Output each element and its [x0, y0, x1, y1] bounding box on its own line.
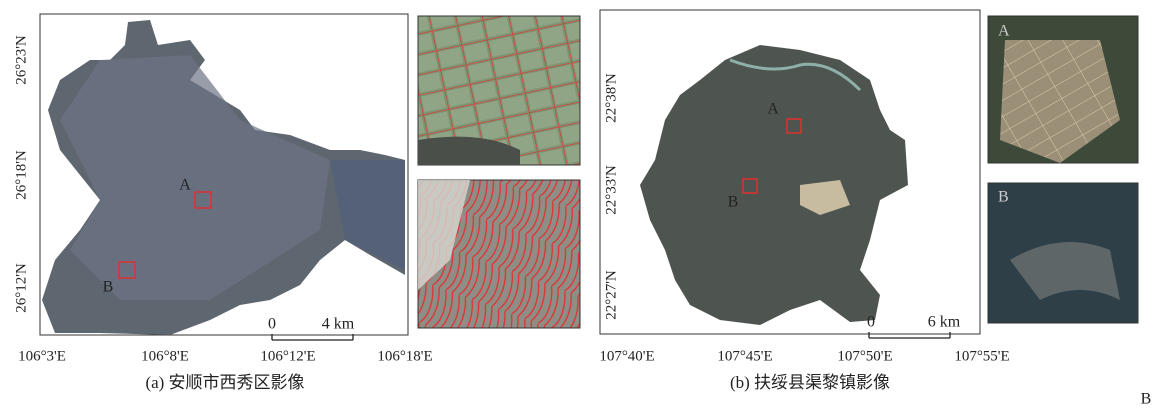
marker-label: B: [728, 194, 739, 211]
lon-label: 107°40'E: [599, 348, 654, 364]
lat-label: 22°38'N: [603, 73, 619, 123]
lon-label: 107°50'E: [837, 348, 892, 364]
scale-end: 6 km: [928, 314, 961, 331]
scale-end: 4 km: [322, 316, 355, 333]
marker-label: B: [103, 279, 114, 296]
lat-label: 22°27'N: [603, 270, 619, 320]
marker-label: A: [179, 177, 191, 194]
lon-label: 107°45'E: [717, 348, 772, 364]
lat-label: 22°33'N: [603, 165, 619, 215]
scale-start: 0: [268, 316, 276, 333]
lat-label: 26°12'N: [13, 263, 29, 313]
inset-label: B: [998, 189, 1009, 206]
lat-label: 26°18'N: [13, 150, 29, 200]
lon-label: 106°3'E: [18, 348, 66, 364]
caption: (b) 扶绥县渠黎镇影像: [730, 373, 890, 392]
lat-labels: 26°23'N 26°18'N 26°12'N: [13, 35, 29, 313]
figure: A B 0 4 km 26°23'N 26°18'N 26°12'N 106°3…: [0, 0, 1153, 404]
scale-start: 0: [867, 314, 875, 331]
caption: (a) 安顺市西秀区影像: [145, 373, 304, 392]
lon-label: 106°12'E: [260, 348, 315, 364]
lat-label: 26°23'N: [13, 35, 29, 85]
lon-label: 106°18'E: [377, 348, 432, 364]
corner-label: B: [1141, 391, 1152, 404]
lon-label: 106°8'E: [141, 348, 189, 364]
lon-label: 107°55'E: [954, 348, 1009, 364]
marker-label: A: [767, 101, 779, 118]
inset-label: A: [998, 23, 1010, 40]
